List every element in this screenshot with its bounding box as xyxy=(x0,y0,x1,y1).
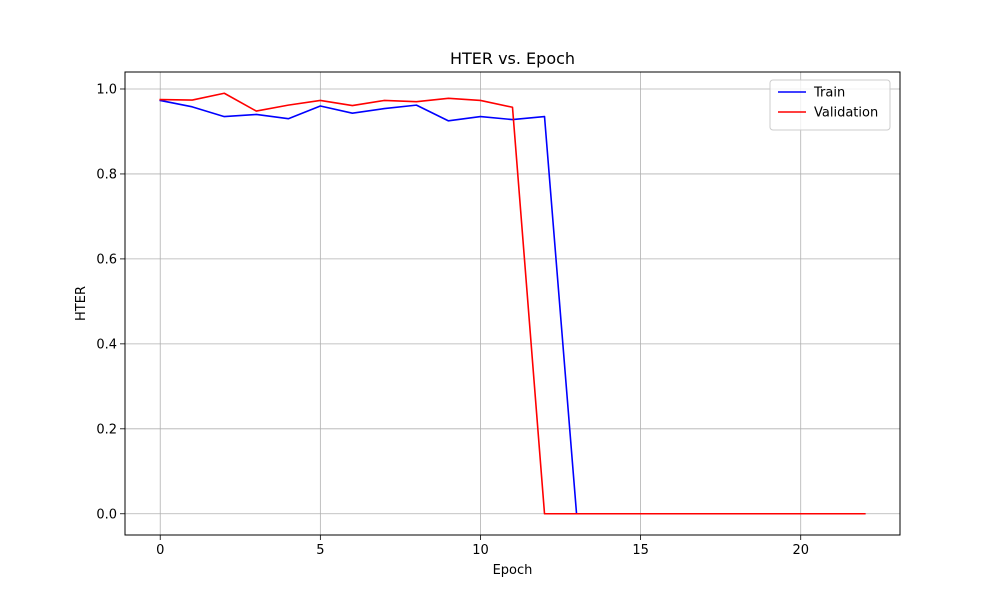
plot-frame xyxy=(124,71,901,536)
series-lines xyxy=(159,92,866,515)
y-tick-label: 0.6 xyxy=(96,252,117,267)
x-tick-label: 10 xyxy=(472,543,489,558)
series-line-validation xyxy=(159,92,866,515)
chart-title: HTER vs. Epoch xyxy=(450,49,575,68)
x-tick-label: 0 xyxy=(156,543,164,558)
y-tick-label: 0.4 xyxy=(96,337,117,352)
x-tick-label: 5 xyxy=(316,543,324,558)
axis-ticks: 0 5 10 15 20 0.0 0.2 0.4 0.6 0.8 1.0 xyxy=(96,82,809,558)
y-tick-label: 0.0 xyxy=(96,507,117,522)
y-tick-label: 0.2 xyxy=(96,422,117,437)
y-axis-title: HTER xyxy=(74,286,89,321)
x-axis-title: Epoch xyxy=(493,563,533,578)
y-tick-label: 0.8 xyxy=(96,167,117,182)
x-tick-label: 20 xyxy=(792,543,809,558)
legend-label-train: Train xyxy=(813,86,845,101)
y-tick-label: 1.0 xyxy=(96,82,117,97)
legend-label-validation: Validation xyxy=(814,106,878,121)
x-tick-label: 15 xyxy=(632,543,649,558)
legend: Train Validation xyxy=(769,79,891,131)
